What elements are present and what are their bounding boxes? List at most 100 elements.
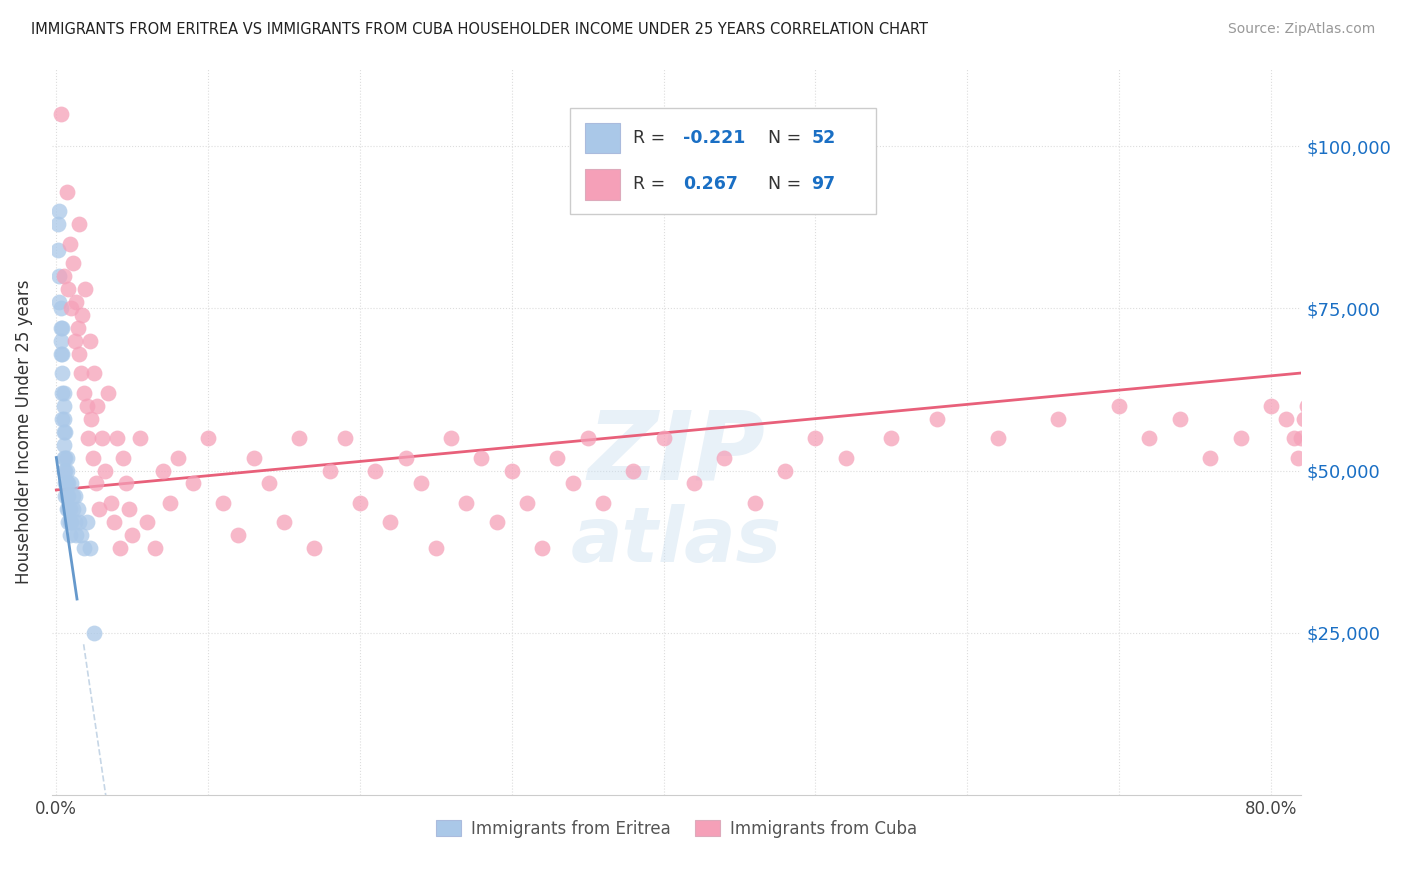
Point xyxy=(228,528,250,542)
Point xyxy=(46,217,69,231)
Point xyxy=(273,516,295,530)
Point xyxy=(1286,450,1309,465)
Point xyxy=(516,496,538,510)
Point xyxy=(52,450,75,465)
Point xyxy=(58,490,80,504)
Point xyxy=(652,431,675,445)
Point xyxy=(58,282,80,296)
Point xyxy=(60,476,83,491)
Point xyxy=(349,496,371,510)
Point xyxy=(52,425,75,439)
Point xyxy=(440,431,463,445)
Point xyxy=(70,308,93,322)
Point xyxy=(166,450,188,465)
Point xyxy=(48,268,70,283)
Point xyxy=(744,496,766,510)
Point xyxy=(60,301,83,316)
Point xyxy=(67,217,90,231)
FancyBboxPatch shape xyxy=(571,109,876,214)
Point xyxy=(105,431,128,445)
Point xyxy=(56,185,79,199)
Point xyxy=(925,411,948,425)
Text: Source: ZipAtlas.com: Source: ZipAtlas.com xyxy=(1227,22,1375,37)
Point xyxy=(1296,399,1319,413)
Point xyxy=(56,502,79,516)
Point xyxy=(118,502,141,516)
Point xyxy=(59,528,82,542)
Point xyxy=(80,411,103,425)
Point xyxy=(83,625,105,640)
Point xyxy=(60,516,83,530)
Point xyxy=(318,463,340,477)
Point xyxy=(86,399,108,413)
Text: 52: 52 xyxy=(811,129,835,147)
Point xyxy=(576,431,599,445)
Point xyxy=(76,516,98,530)
Point xyxy=(83,366,105,380)
Legend: Immigrants from Eritrea, Immigrants from Cuba: Immigrants from Eritrea, Immigrants from… xyxy=(429,814,924,845)
Point xyxy=(52,268,75,283)
Point xyxy=(409,476,432,491)
Point xyxy=(531,541,554,556)
Point xyxy=(51,366,73,380)
Point xyxy=(52,399,75,413)
Point xyxy=(69,528,91,542)
Point xyxy=(456,496,478,510)
Text: N =: N = xyxy=(768,129,807,147)
Point xyxy=(63,516,86,530)
Text: R =: R = xyxy=(633,175,676,194)
Point xyxy=(48,294,70,309)
Point xyxy=(1139,431,1161,445)
Point xyxy=(115,476,138,491)
Point xyxy=(55,490,77,504)
FancyBboxPatch shape xyxy=(585,169,620,200)
Point xyxy=(56,450,79,465)
Point xyxy=(49,334,72,348)
Text: 97: 97 xyxy=(811,175,835,194)
Point xyxy=(56,476,79,491)
Point xyxy=(49,301,72,316)
Point xyxy=(152,463,174,477)
Point xyxy=(128,431,150,445)
Point xyxy=(108,541,131,556)
Point xyxy=(470,450,492,465)
Point xyxy=(197,431,219,445)
Point xyxy=(1168,411,1191,425)
Point xyxy=(242,450,264,465)
Point xyxy=(51,347,73,361)
Point xyxy=(52,385,75,400)
Point xyxy=(1282,431,1305,445)
Point xyxy=(121,528,143,542)
Point xyxy=(561,476,583,491)
Point xyxy=(49,107,72,121)
Point xyxy=(69,366,91,380)
Point xyxy=(1199,450,1222,465)
Point xyxy=(1294,411,1316,425)
Point xyxy=(143,541,166,556)
Text: R =: R = xyxy=(633,129,671,147)
FancyBboxPatch shape xyxy=(585,123,620,153)
Point xyxy=(112,450,135,465)
Point xyxy=(65,528,87,542)
Point xyxy=(51,411,73,425)
Point xyxy=(67,347,90,361)
Point xyxy=(181,476,204,491)
Point xyxy=(62,256,84,270)
Point xyxy=(79,541,101,556)
Point xyxy=(55,476,77,491)
Point xyxy=(48,204,70,219)
Point xyxy=(76,399,98,413)
Point xyxy=(58,516,80,530)
Point xyxy=(55,450,77,465)
Point xyxy=(65,294,87,309)
Text: 0.267: 0.267 xyxy=(683,175,738,194)
Point xyxy=(84,476,107,491)
Point xyxy=(87,502,110,516)
Point xyxy=(159,496,181,510)
Point xyxy=(82,450,104,465)
Point xyxy=(987,431,1010,445)
Point xyxy=(880,431,903,445)
Point xyxy=(97,385,120,400)
Point xyxy=(1302,411,1324,425)
Point xyxy=(62,490,84,504)
